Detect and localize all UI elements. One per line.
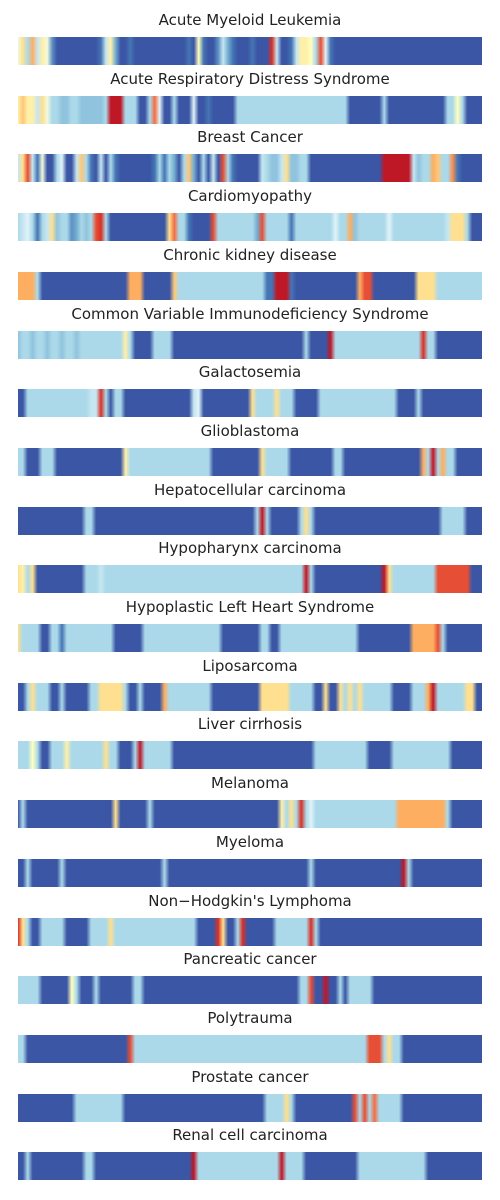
heatmap-strip <box>18 1093 482 1122</box>
heatmap-cells <box>18 1093 482 1122</box>
heatmap-panel: Hypopharynx carcinoma <box>18 534 482 594</box>
heatmap-panel: Polytrauma <box>18 1004 482 1063</box>
heatmap-panel: Acute Respiratory Distress Syndrome <box>18 65 482 124</box>
heatmap-strip <box>18 330 482 359</box>
heatmap-cells <box>18 976 482 1005</box>
heatmap-panel: Glioblastoma <box>18 417 482 476</box>
heatmap-strip <box>18 976 482 1005</box>
heatmap-strip <box>18 624 482 652</box>
heatmap-cells <box>18 1034 482 1063</box>
heatmap-strip <box>18 37 482 65</box>
heatmap-cells <box>18 37 482 65</box>
heatmap-cells <box>18 506 482 535</box>
heatmap-strip <box>18 917 482 946</box>
heatmap-panel: Prostate cancer <box>18 1063 482 1122</box>
heatmap-strip <box>18 447 482 476</box>
heatmap-strip <box>18 1034 482 1063</box>
heatmap-cells <box>18 624 482 652</box>
heatmap-panel: Liposarcoma <box>18 652 482 711</box>
panel-title: Glioblastoma <box>200 421 300 440</box>
panel-title: Melanoma <box>210 774 290 793</box>
panel-title: Prostate cancer <box>191 1067 309 1086</box>
heatmap-cells <box>18 1152 482 1181</box>
heatmap-strip <box>18 389 482 418</box>
heatmap-panel: Chronic kidney disease <box>18 241 482 300</box>
panel-title: Liposarcoma <box>202 656 298 675</box>
heatmap-strip <box>18 800 482 829</box>
heatmap-strip <box>18 858 482 887</box>
heatmap-panel: Cardiomyopathy <box>18 182 482 242</box>
heatmap-cells <box>18 95 482 124</box>
heatmap-strip <box>18 271 482 300</box>
heatmap-panel: Common Variable Immunodeficiency Syndrom… <box>18 300 482 359</box>
heatmap-strip <box>18 1152 482 1181</box>
heatmap-cells <box>18 389 482 418</box>
heatmap-panel: Liver cirrhosis <box>18 710 482 770</box>
heatmap-cells <box>18 330 482 359</box>
panel-title: Common Variable Immunodeficiency Syndrom… <box>71 304 429 323</box>
heatmap-cells <box>18 800 482 829</box>
panel-title: Hepatocellular carcinoma <box>153 480 347 499</box>
heatmap-cells <box>18 858 482 887</box>
panel-title: Breast Cancer <box>197 128 303 147</box>
heatmap-panel: Hypoplastic Left Heart Syndrome <box>18 593 482 652</box>
heatmap-panel: Hepatocellular carcinoma <box>18 476 482 535</box>
heatmap-strip <box>18 95 482 124</box>
panel-title: Cardiomyopathy <box>187 187 313 206</box>
panel-title: Hypopharynx carcinoma <box>158 539 342 558</box>
panel-title: Pancreatic cancer <box>183 950 317 969</box>
heatmap-strip <box>18 213 482 242</box>
panel-title: Non−Hodgkin's Lymphoma <box>148 891 352 910</box>
panel-title: Myeloma <box>215 832 285 851</box>
heatmap-cells <box>18 741 482 770</box>
heatmap-panel: Melanoma <box>18 769 482 829</box>
heatmap-strip <box>18 565 482 594</box>
panel-title: Liver cirrhosis <box>197 715 303 734</box>
heatmap-cells <box>18 565 482 594</box>
panel-title: Chronic kidney disease <box>163 245 337 264</box>
heatmap-panel: Myeloma <box>18 828 482 887</box>
heatmap-panel: Non−Hodgkin's Lymphoma <box>18 887 482 946</box>
heatmap-cells <box>18 213 482 242</box>
heatmap-strip <box>18 741 482 770</box>
heatmap-strip <box>18 154 482 183</box>
heatmap-panel: Renal cell carcinoma <box>18 1121 482 1181</box>
panel-title: Hypoplastic Left Heart Syndrome <box>125 598 375 616</box>
panel-title: Acute Respiratory Distress Syndrome <box>110 69 390 88</box>
heatmap-panel: Pancreatic cancer <box>18 945 482 1005</box>
panel-title: Renal cell carcinoma <box>172 1126 328 1145</box>
heatmap-cells <box>18 271 482 300</box>
heatmap-panel: Galactosemia <box>18 358 482 418</box>
heatmap-cells <box>18 917 482 946</box>
heatmap-strip <box>18 682 482 711</box>
panel-title: Polytrauma <box>207 1008 293 1027</box>
heatmap-strip <box>18 506 482 535</box>
heatmap-panel: Breast Cancer <box>18 123 482 183</box>
heatmap-panel: Acute Myeloid Leukemia <box>18 6 482 65</box>
heatmap-cells <box>18 447 482 476</box>
panel-title: Galactosemia <box>198 363 302 382</box>
panel-title: Acute Myeloid Leukemia <box>158 11 342 29</box>
heatmap-cells <box>18 154 482 183</box>
heatmap-cells <box>18 682 482 711</box>
